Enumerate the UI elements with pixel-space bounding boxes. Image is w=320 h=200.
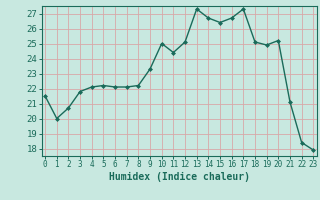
X-axis label: Humidex (Indice chaleur): Humidex (Indice chaleur) [109,172,250,182]
